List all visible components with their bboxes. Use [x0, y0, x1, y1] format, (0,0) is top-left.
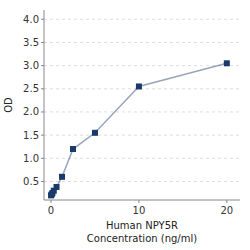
y-axis-line: [44, 10, 45, 200]
x-axis: 0 10 20: [44, 200, 240, 216]
x-axis-label: Human NPY5R: [106, 220, 178, 231]
grid-line: [44, 19, 240, 20]
data-point: [70, 146, 76, 152]
x-tick-label: 20: [220, 205, 233, 216]
data-point: [224, 60, 230, 66]
series-line: [51, 63, 227, 195]
data-point: [136, 83, 142, 89]
y-tick-label: 1.0: [23, 153, 39, 164]
x-axis-line: [44, 200, 240, 201]
grid-line: [44, 42, 240, 43]
data-point: [59, 174, 65, 180]
grid-line: [44, 88, 240, 89]
y-tick-label: 2.0: [23, 106, 39, 117]
y-tick-label: 1.5: [23, 130, 39, 141]
chart: 0.5 1.0 1.5 2.0 2.5 3.0 3.5 4.0 0 10 20 Human NPY5R…: [0, 0, 250, 250]
chart-container: 0.5 1.0 1.5 2.0 2.5 3.0 3.5 4.0 0 10 20 Human NPY5R…: [0, 0, 250, 250]
grid-line: [44, 158, 240, 159]
grid-line: [44, 111, 240, 112]
data-point: [92, 130, 98, 136]
x-axis-label: Concentration (ng/ml): [87, 233, 197, 244]
grid: [44, 19, 240, 181]
data-point: [54, 184, 60, 190]
grid-line: [44, 181, 240, 182]
y-tick-label: 2.5: [23, 83, 39, 94]
x-tick-label: 10: [133, 205, 146, 216]
y-tick-label: 4.0: [23, 14, 39, 25]
grid-line: [44, 135, 240, 136]
y-tick-label: 3.0: [23, 60, 39, 71]
x-tick-label: 0: [48, 205, 54, 216]
y-axis-label: OD: [3, 97, 14, 113]
y-tick-label: 3.5: [23, 37, 39, 48]
y-axis: 0.5 1.0 1.5 2.0 2.5 3.0 3.5 4.0: [23, 10, 44, 200]
grid-line: [44, 65, 240, 66]
plot-area: [48, 60, 230, 198]
y-tick-label: 0.5: [23, 176, 39, 187]
